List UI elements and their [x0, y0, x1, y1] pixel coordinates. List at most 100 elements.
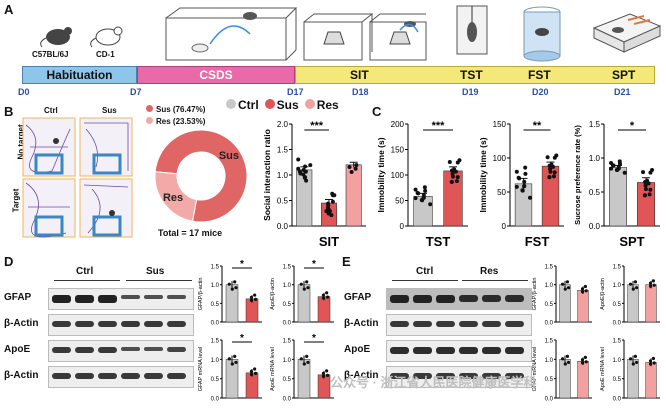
day-d21: D21	[614, 87, 631, 97]
data-point	[563, 287, 567, 291]
data-point	[332, 193, 337, 198]
bar	[577, 361, 589, 399]
bar	[645, 284, 657, 323]
wb-band	[459, 373, 478, 379]
group-legend: Ctrl Sus Res	[226, 98, 339, 112]
y-axis-label: ApoE/β-actin	[270, 278, 276, 310]
tst-apparatus-icon	[456, 5, 488, 55]
wb-band	[436, 373, 455, 379]
sig-label: *	[312, 259, 316, 270]
wb-band	[52, 373, 71, 379]
data-point	[523, 165, 528, 170]
data-point	[447, 160, 452, 165]
bar	[317, 296, 331, 323]
wb-band	[390, 347, 409, 354]
data-point	[249, 369, 254, 373]
y-tick-label: 1.0	[545, 283, 554, 289]
y-tick-label: 1.5	[613, 339, 622, 345]
data-point	[545, 155, 550, 160]
sig-label: *	[240, 259, 244, 270]
legend-res: Res	[304, 98, 339, 112]
data-point	[297, 169, 302, 174]
data-point	[584, 289, 588, 293]
day-d17: D17	[287, 87, 304, 97]
data-point	[566, 360, 571, 365]
y-tick-label: 1.5	[589, 120, 601, 129]
y-tick-label: 0.5	[545, 377, 554, 383]
data-point	[422, 185, 427, 190]
donut-label-res: Res	[163, 192, 183, 204]
chart-e-apoe-actin: 0.0 0.5 1.0 1.5 ApoE/β-actin	[600, 265, 660, 327]
data-point	[566, 286, 571, 290]
data-point	[347, 165, 352, 170]
wb-lane-box	[48, 340, 194, 362]
chart-e-apoe-mrna: 0.0 0.5 1.0 1.5 ApoE mRNA level	[600, 339, 660, 403]
data-point	[455, 175, 460, 180]
data-point	[652, 361, 656, 365]
data-point	[233, 280, 237, 284]
chart-spt: 0.0 0.5 1.0 1.5 * Sucrose preference rate (%)…	[573, 120, 660, 248]
data-point	[305, 280, 309, 284]
chart-e-gfap-mrna: 0.0 0.5 1.0 1.5 GFAP mRNA level	[532, 339, 592, 403]
data-point	[580, 287, 585, 291]
data-point	[634, 286, 639, 290]
wb-band	[121, 321, 140, 327]
data-point	[325, 291, 329, 295]
wb-row-label: β-Actin	[4, 318, 39, 329]
chart-d-apoe-mrna: 0.0 0.5 1.0 1.5 * ApoE mRNA level	[270, 333, 334, 403]
wb-d-group-ctrl: Ctrl	[76, 266, 94, 277]
wb-band	[98, 347, 117, 353]
data-point	[610, 163, 615, 168]
data-point	[227, 282, 231, 286]
data-point	[321, 293, 326, 297]
y-tick-label: 50	[497, 188, 506, 197]
data-point	[234, 360, 238, 365]
wb-band	[505, 295, 524, 302]
wb-band	[390, 321, 409, 327]
donut-legend-res: Res (23.53%)	[146, 116, 205, 128]
fst-cylinder-icon	[523, 6, 561, 62]
wb-band	[98, 321, 117, 327]
strain-cd1: CD-1	[96, 50, 115, 59]
y-tick-label: 1.5	[283, 339, 292, 345]
data-point	[520, 188, 525, 193]
y-tick-label: 1.5	[545, 339, 554, 345]
wb-band	[167, 347, 186, 352]
y-axis-label: ApoE mRNA level	[270, 347, 276, 391]
data-point	[450, 174, 455, 179]
data-point	[253, 293, 257, 297]
data-point	[628, 282, 633, 286]
y-tick-label: 0.5	[545, 302, 554, 308]
csds-cage-icon	[165, 7, 298, 61]
y-axis-label: ApoE/β-actin	[600, 278, 606, 310]
wb-row-label: β-Actin	[4, 370, 39, 381]
timeline-spt: SPT	[612, 68, 636, 82]
wb-row-label: GFAP	[344, 292, 372, 303]
y-tick-label: 0.5	[613, 377, 622, 383]
data-point	[646, 181, 651, 186]
wb-band	[167, 321, 186, 327]
data-point	[648, 359, 653, 363]
wb-band	[413, 321, 432, 327]
wb-band	[144, 321, 163, 327]
data-point	[321, 296, 326, 300]
data-point	[321, 374, 326, 378]
y-tick-label: 1.0	[589, 154, 601, 163]
data-point	[296, 166, 301, 171]
x-axis-label: SPT	[619, 234, 644, 248]
day-d20: D20	[532, 87, 549, 97]
sig-label: **	[533, 120, 542, 132]
y-tick-label: 1.0	[283, 358, 292, 364]
data-point	[648, 284, 653, 288]
wb-band	[144, 347, 163, 351]
wb-band	[482, 295, 501, 302]
wb-row-label: ApoE	[4, 344, 31, 355]
y-tick-label: 0.0	[211, 397, 220, 403]
data-point	[249, 298, 254, 302]
data-point	[522, 179, 527, 184]
data-point	[651, 279, 655, 283]
data-point	[330, 199, 335, 204]
data-point	[650, 168, 655, 173]
y-tick-label: 100	[391, 171, 405, 180]
data-point	[304, 178, 309, 183]
